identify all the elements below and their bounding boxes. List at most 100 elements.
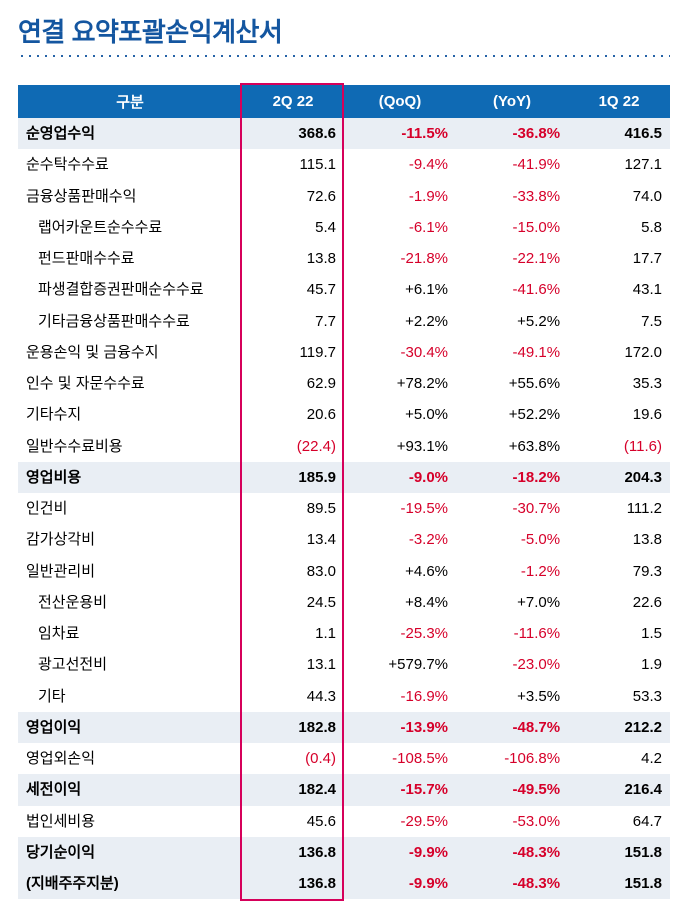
cell-q1_22: 1.5 [568, 618, 670, 649]
table-row: 기타44.3-16.9%+3.5%53.3 [18, 681, 670, 712]
cell-qoq: -9.9% [344, 868, 456, 899]
cell-yoy: -1.2% [456, 556, 568, 587]
table-row: 랩어카운트순수수료5.4-6.1%-15.0%5.8 [18, 212, 670, 243]
cell-q2_22: 13.4 [242, 524, 344, 555]
cell-qoq: -25.3% [344, 618, 456, 649]
cell-label: 인건비 [18, 493, 242, 524]
cell-qoq: +93.1% [344, 431, 456, 462]
cell-label: 순수탁수수료 [18, 149, 242, 180]
table-row: 순수탁수수료115.1-9.4%-41.9%127.1 [18, 149, 670, 180]
cell-qoq: -9.4% [344, 149, 456, 180]
cell-qoq: +2.2% [344, 306, 456, 337]
cell-label: 순영업수익 [18, 118, 242, 149]
cell-qoq: -13.9% [344, 712, 456, 743]
table-row: (지배주주지분)136.8-9.9%-48.3%151.8 [18, 868, 670, 899]
cell-yoy: -22.1% [456, 243, 568, 274]
table-row: 기타금융상품판매수수료7.7+2.2%+5.2%7.5 [18, 306, 670, 337]
cell-qoq: +78.2% [344, 368, 456, 399]
cell-qoq: -6.1% [344, 212, 456, 243]
title-divider-dots [18, 55, 670, 57]
cell-q1_22: 416.5 [568, 118, 670, 149]
cell-qoq: -3.2% [344, 524, 456, 555]
table-wrapper: 구분2Q 22(QoQ)(YoY)1Q 22 순영업수익368.6-11.5%-… [18, 85, 670, 899]
cell-qoq: -108.5% [344, 743, 456, 774]
table-row: 광고선전비13.1+579.7%-23.0%1.9 [18, 649, 670, 680]
cell-label: 전산운용비 [18, 587, 242, 618]
cell-yoy: +63.8% [456, 431, 568, 462]
cell-label: 일반수수료비용 [18, 431, 242, 462]
cell-yoy: -33.8% [456, 181, 568, 212]
table-row: 법인세비용45.6-29.5%-53.0%64.7 [18, 806, 670, 837]
cell-q1_22: 216.4 [568, 774, 670, 805]
cell-q1_22: 151.8 [568, 868, 670, 899]
cell-q2_22: 24.5 [242, 587, 344, 618]
cell-q1_22: 74.0 [568, 181, 670, 212]
cell-label: 감가상각비 [18, 524, 242, 555]
cell-yoy: -48.3% [456, 837, 568, 868]
cell-q1_22: 5.8 [568, 212, 670, 243]
cell-label: 당기순이익 [18, 837, 242, 868]
cell-q1_22: 64.7 [568, 806, 670, 837]
table-row: 인수 및 자문수수료62.9+78.2%+55.6%35.3 [18, 368, 670, 399]
cell-yoy: +55.6% [456, 368, 568, 399]
cell-q1_22: 172.0 [568, 337, 670, 368]
cell-qoq: -29.5% [344, 806, 456, 837]
col-header-yoy: (YoY) [456, 85, 568, 118]
cell-yoy: -48.7% [456, 712, 568, 743]
cell-q2_22: 72.6 [242, 181, 344, 212]
col-header-q2_22: 2Q 22 [242, 85, 344, 118]
table-row: 영업외손익(0.4)-108.5%-106.8%4.2 [18, 743, 670, 774]
cell-q2_22: (22.4) [242, 431, 344, 462]
col-header-qoq: (QoQ) [344, 85, 456, 118]
cell-yoy: +7.0% [456, 587, 568, 618]
cell-q1_22: 19.6 [568, 399, 670, 430]
cell-qoq: -9.9% [344, 837, 456, 868]
table-row: 파생결합증권판매순수수료45.7+6.1%-41.6%43.1 [18, 274, 670, 305]
cell-label: 법인세비용 [18, 806, 242, 837]
table-row: 순영업수익368.6-11.5%-36.8%416.5 [18, 118, 670, 149]
cell-label: 광고선전비 [18, 649, 242, 680]
cell-label: 임차료 [18, 618, 242, 649]
cell-qoq: -16.9% [344, 681, 456, 712]
cell-q1_22: 35.3 [568, 368, 670, 399]
table-row: 일반관리비83.0+4.6%-1.2%79.3 [18, 556, 670, 587]
cell-yoy: -106.8% [456, 743, 568, 774]
cell-label: 랩어카운트순수수료 [18, 212, 242, 243]
cell-q1_22: 204.3 [568, 462, 670, 493]
cell-q2_22: 136.8 [242, 837, 344, 868]
cell-q2_22: 182.4 [242, 774, 344, 805]
cell-q2_22: 115.1 [242, 149, 344, 180]
cell-label: 영업외손익 [18, 743, 242, 774]
cell-q2_22: 182.8 [242, 712, 344, 743]
cell-q1_22: 43.1 [568, 274, 670, 305]
page-title: 연결 요약포괄손익계산서 [18, 12, 670, 49]
cell-qoq: +5.0% [344, 399, 456, 430]
cell-q1_22: 17.7 [568, 243, 670, 274]
cell-yoy: -49.1% [456, 337, 568, 368]
cell-q1_22: 151.8 [568, 837, 670, 868]
cell-label: 기타수지 [18, 399, 242, 430]
cell-yoy: +52.2% [456, 399, 568, 430]
cell-label: 일반관리비 [18, 556, 242, 587]
cell-q2_22: 5.4 [242, 212, 344, 243]
cell-qoq: +8.4% [344, 587, 456, 618]
cell-qoq: -11.5% [344, 118, 456, 149]
cell-q2_22: 83.0 [242, 556, 344, 587]
table-row: 펀드판매수수료13.8-21.8%-22.1%17.7 [18, 243, 670, 274]
cell-yoy: -53.0% [456, 806, 568, 837]
cell-qoq: -30.4% [344, 337, 456, 368]
cell-q2_22: 136.8 [242, 868, 344, 899]
cell-label: 운용손익 및 금융수지 [18, 337, 242, 368]
cell-yoy: -41.9% [456, 149, 568, 180]
cell-qoq: +6.1% [344, 274, 456, 305]
cell-yoy: -18.2% [456, 462, 568, 493]
cell-q2_22: 13.1 [242, 649, 344, 680]
cell-qoq: -15.7% [344, 774, 456, 805]
cell-qoq: -1.9% [344, 181, 456, 212]
cell-q1_22: (11.6) [568, 431, 670, 462]
cell-yoy: -49.5% [456, 774, 568, 805]
table-row: 임차료1.1-25.3%-11.6%1.5 [18, 618, 670, 649]
cell-qoq: +4.6% [344, 556, 456, 587]
cell-q1_22: 1.9 [568, 649, 670, 680]
cell-qoq: -19.5% [344, 493, 456, 524]
